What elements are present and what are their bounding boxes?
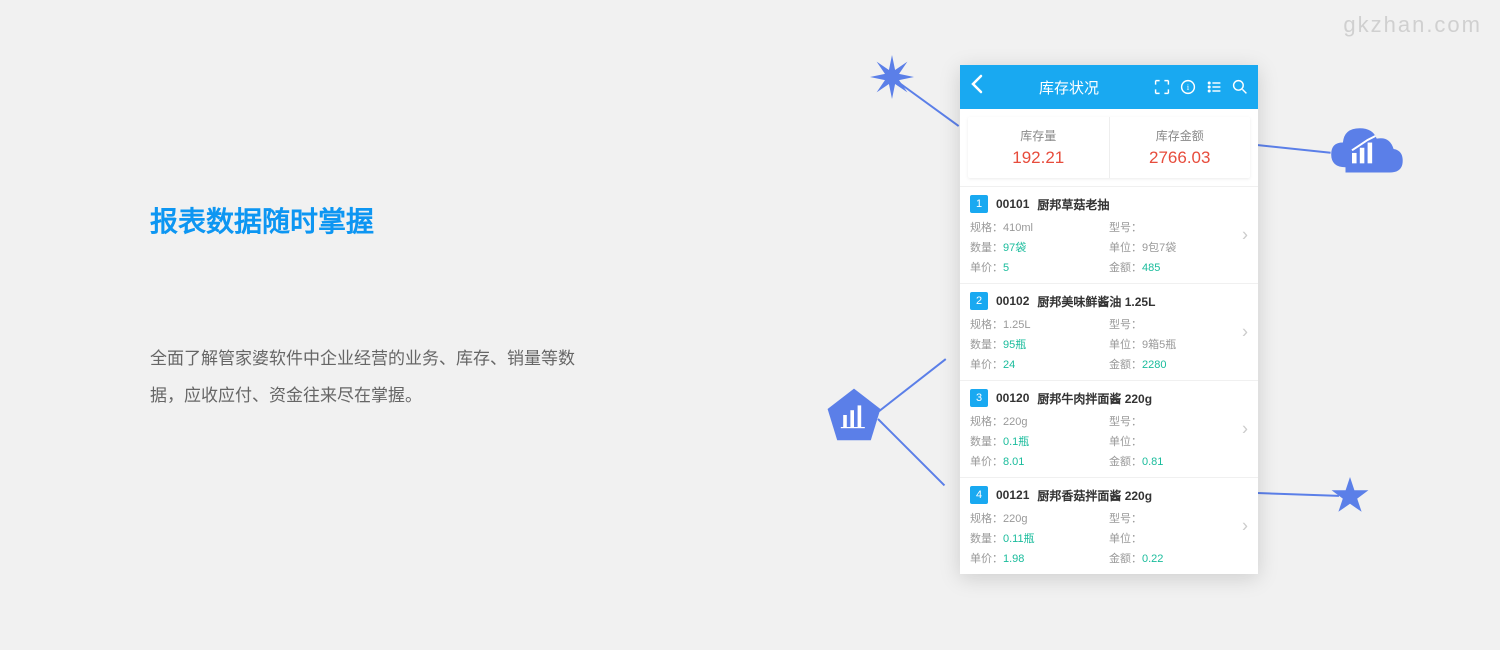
field-price: 单价：1.98 xyxy=(970,550,1109,566)
item-header: 3 00120 厨邦牛肉拌面酱 220g xyxy=(960,381,1258,413)
header-action-icons: i xyxy=(1154,79,1248,95)
field-price: 单价：24 xyxy=(970,356,1109,372)
item-header: 1 00101 厨邦草菇老抽 xyxy=(960,187,1258,219)
search-icon[interactable] xyxy=(1232,79,1248,95)
cloud-chart-icon xyxy=(1326,120,1404,182)
summary-panel: 库存量 192.21 库存金额 2766.03 xyxy=(968,117,1250,178)
chevron-right-icon: › xyxy=(1242,225,1248,246)
item-index-badge: 4 xyxy=(970,486,988,504)
item-index-badge: 2 xyxy=(970,292,988,310)
field-qty: 数量：95瓶 xyxy=(970,336,1109,352)
phone-screen-title: 库存状况 xyxy=(984,77,1154,98)
field-spec: 规格：1.25L xyxy=(970,316,1109,332)
item-header: 4 00121 厨邦香菇拌面酱 220g xyxy=(960,478,1258,510)
field-amount: 金额：2280 xyxy=(1109,356,1248,372)
summary-stock-qty: 库存量 192.21 xyxy=(968,117,1110,178)
connector-line xyxy=(877,418,945,486)
info-icon[interactable]: i xyxy=(1180,79,1196,95)
chevron-right-icon: › xyxy=(1242,419,1248,440)
item-code: 00101 xyxy=(996,197,1029,211)
summary-label: 库存金额 xyxy=(1110,127,1251,144)
phone-header-bar: 库存状况 i xyxy=(960,65,1258,109)
field-qty: 数量：0.11瓶 xyxy=(970,530,1109,546)
field-unit: 单位：9包7袋 xyxy=(1109,239,1248,255)
connector-line xyxy=(877,358,946,413)
field-price: 单价：8.01 xyxy=(970,453,1109,469)
starburst-icon xyxy=(870,55,914,99)
item-details: 规格：410ml型号：数量：97袋单位：9包7袋单价：5金额：485 xyxy=(960,219,1258,283)
connector-line xyxy=(1257,492,1339,497)
inventory-list: 100101厨邦草菇老抽规格：410ml型号：数量：97袋单位：9包7袋单价：5… xyxy=(960,186,1258,574)
chevron-right-icon: › xyxy=(1242,322,1248,343)
item-details: 规格：220g型号：数量：0.11瓶单位：单价：1.98金额：0.22 xyxy=(960,510,1258,574)
field-qty: 数量：0.1瓶 xyxy=(970,433,1109,449)
field-amount: 金额：485 xyxy=(1109,259,1248,275)
pentagon-chart-icon xyxy=(824,385,884,445)
page-body-text: 全面了解管家婆软件中企业经营的业务、库存、销量等数据，应收应付、资金往来尽在掌握… xyxy=(150,340,600,415)
field-amount: 金额：0.81 xyxy=(1109,453,1248,469)
item-name: 厨邦美味鲜酱油 1.25L xyxy=(1037,293,1155,310)
chevron-right-icon: › xyxy=(1242,516,1248,537)
svg-text:i: i xyxy=(1187,82,1190,92)
field-unit: 单位： xyxy=(1109,433,1248,449)
field-model: 型号： xyxy=(1109,219,1248,235)
field-spec: 规格：220g xyxy=(970,510,1109,526)
item-index-badge: 1 xyxy=(970,195,988,213)
inventory-item[interactable]: 2 00102 厨邦美味鲜酱油 1.25L 规格：1.25L型号：数量：95瓶单位：9… xyxy=(960,283,1258,380)
connector-line xyxy=(1257,144,1331,154)
field-spec: 规格：220g xyxy=(970,413,1109,429)
field-model: 型号： xyxy=(1109,413,1248,429)
watermark-text: gkzhan.com xyxy=(1343,12,1482,38)
field-unit: 单位：9箱5瓶 xyxy=(1109,336,1248,352)
item-code: 00121 xyxy=(996,488,1029,502)
field-price: 单价：5 xyxy=(970,259,1109,275)
marketing-copy: 报表数据随时掌握 全面了解管家婆软件中企业经营的业务、库存、销量等数据，应收应付… xyxy=(150,200,600,415)
page-heading: 报表数据随时掌握 xyxy=(150,200,600,240)
scan-icon[interactable] xyxy=(1154,79,1170,95)
phone-mockup: 库存状况 i 库存量 192.21 库存金额 2766.03 1 00101 厨邦草… xyxy=(960,65,1258,574)
item-code: 00102 xyxy=(996,294,1029,308)
item-code: 00120 xyxy=(996,391,1029,405)
item-header: 2 00102 厨邦美味鲜酱油 1.25L xyxy=(960,284,1258,316)
item-index-badge: 3 xyxy=(970,389,988,407)
back-icon[interactable] xyxy=(970,74,984,100)
item-name: 厨邦香菇拌面酱 220g xyxy=(1037,487,1152,504)
summary-value: 192.21 xyxy=(968,148,1109,168)
field-amount: 金额：0.22 xyxy=(1109,550,1248,566)
field-unit: 单位： xyxy=(1109,530,1248,546)
item-details: 规格：220g型号：数量：0.1瓶单位：单价：8.01金额：0.81 xyxy=(960,413,1258,477)
inventory-item[interactable]: 3 00120 厨邦牛肉拌面酱 220g 规格：220g型号：数量：0.1瓶单位：单价… xyxy=(960,380,1258,477)
field-spec: 规格：410ml xyxy=(970,219,1109,235)
summary-label: 库存量 xyxy=(968,127,1109,144)
list-icon[interactable] xyxy=(1206,79,1222,95)
field-model: 型号： xyxy=(1109,316,1248,332)
inventory-item[interactable]: 4 00121 厨邦香菇拌面酱 220g 规格：220g型号：数量：0.11瓶单位：单… xyxy=(960,477,1258,574)
star-icon xyxy=(1330,475,1370,515)
field-model: 型号： xyxy=(1109,510,1248,526)
summary-value: 2766.03 xyxy=(1110,148,1251,168)
field-qty: 数量：97袋 xyxy=(970,239,1109,255)
item-details: 规格：1.25L型号：数量：95瓶单位：9箱5瓶单价：24金额：2280 xyxy=(960,316,1258,380)
item-name: 厨邦草菇老抽 xyxy=(1037,196,1109,213)
item-name: 厨邦牛肉拌面酱 220g xyxy=(1037,390,1152,407)
summary-stock-amount: 库存金额 2766.03 xyxy=(1110,117,1251,178)
inventory-item[interactable]: 1 00101 厨邦草菇老抽规格：410ml型号：数量：97袋单位：9包7袋单价：5… xyxy=(960,186,1258,283)
